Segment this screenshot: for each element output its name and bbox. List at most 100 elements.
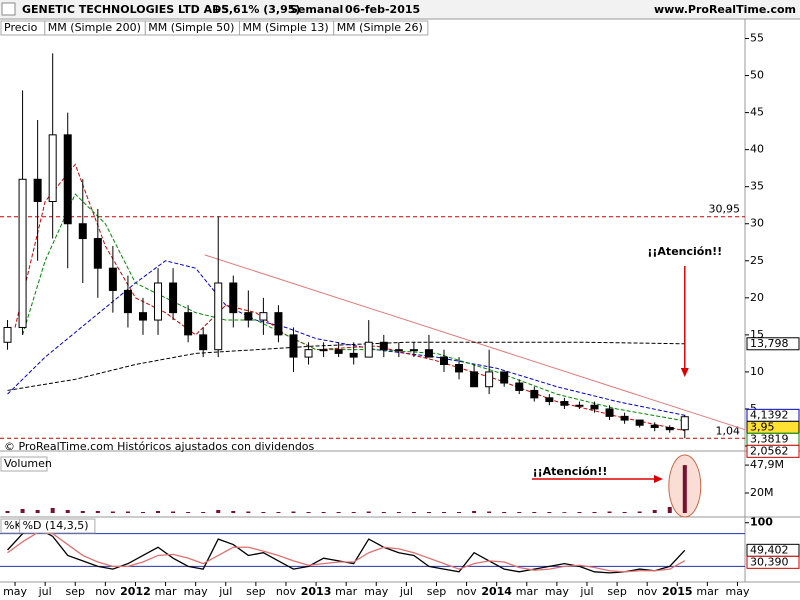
panel-label: Volumen [4, 457, 52, 470]
volume-bar [592, 512, 597, 513]
moving-average [14, 163, 685, 432]
moving-average [22, 193, 685, 422]
value-label: 49,402 [750, 543, 789, 556]
x-tick-label: jul [38, 585, 52, 598]
candle-body [154, 282, 163, 321]
legend-label: MM (Simple 13) [243, 21, 329, 34]
legend-box [333, 20, 429, 36]
x-tick-label: 2014 [481, 585, 512, 598]
candle-body [274, 312, 283, 336]
candle-body [665, 426, 674, 431]
y-tick-label: 35 [750, 180, 764, 193]
volume-bar [336, 512, 341, 513]
instrument-title: GENETIC TECHNOLOGIES LTD ADS [22, 3, 229, 16]
candle-body [394, 349, 403, 352]
y-tick-label: 55 [750, 32, 764, 45]
x-tick-label: mar [516, 585, 538, 598]
value-label: 3,3819 [750, 432, 789, 445]
volume-bar [140, 512, 145, 513]
value-label: 30,390 [750, 555, 789, 568]
candle-body [485, 371, 494, 388]
x-tick-label: nov [276, 585, 297, 598]
candle-body [3, 326, 12, 343]
x-tick-label: 2012 [120, 585, 151, 598]
candle-body [575, 404, 584, 407]
volume-bar [110, 511, 115, 513]
volume-bar [201, 512, 206, 513]
oscillator-line [7, 531, 686, 573]
candle-body [319, 349, 328, 352]
level-label: 1,04 [716, 424, 741, 437]
volume-bar [562, 512, 567, 513]
legend-label: Precio [4, 21, 38, 34]
x-tick-label: nov [637, 585, 658, 598]
volume-bar [50, 508, 55, 513]
value-label: 4,1392 [750, 408, 789, 421]
candle-body [48, 134, 57, 203]
panel-label-box [0, 456, 48, 472]
candle-body [18, 178, 27, 328]
candle-body [78, 223, 87, 240]
value-label-box [746, 444, 800, 458]
candle-body [590, 404, 599, 410]
volume-bar [487, 511, 492, 513]
candle-body [439, 356, 448, 366]
legend-label: MM (Simple 50) [148, 21, 234, 34]
volume-bar [216, 510, 221, 513]
candle-body [560, 401, 569, 406]
annotation: ¡¡Atención!! [647, 245, 722, 258]
x-tick-label: nov [95, 585, 116, 598]
candle-body [334, 349, 343, 354]
annotation-arrowhead [654, 475, 663, 483]
volume-bar [381, 512, 386, 513]
volume-bar [366, 511, 371, 513]
x-tick-label: mar [696, 585, 718, 598]
volume-bar [321, 512, 326, 513]
candle-body [229, 282, 238, 314]
volume-bar [171, 511, 176, 513]
candle-body [500, 371, 509, 384]
volume-bar [291, 511, 296, 513]
candle-body [680, 416, 689, 431]
volume-bar [426, 512, 431, 513]
y-tick-label: 40 [750, 143, 764, 156]
candle-body [123, 289, 132, 314]
annotation-arrowhead [680, 368, 689, 377]
volume-bar [231, 511, 236, 513]
y-tick-label: 25 [750, 254, 764, 267]
volume-bar [607, 511, 612, 513]
candle-body [244, 312, 253, 321]
x-tick-label: may [3, 585, 27, 598]
volume-bar [622, 512, 627, 513]
volume-bar [35, 510, 40, 513]
volume-bar [125, 511, 130, 513]
x-tick-label: mar [335, 585, 357, 598]
volume-bar [532, 512, 537, 513]
volume-bar [5, 511, 10, 513]
legend-label: MM (Simple 200) [48, 21, 141, 34]
candle-body [424, 349, 433, 358]
legend-box [19, 518, 96, 534]
x-tick-label: mar [155, 585, 177, 598]
y-tick-label: 47,9M [750, 458, 784, 471]
y-tick-label: 5 [750, 402, 757, 415]
candle-body [169, 282, 178, 314]
candle-body [349, 352, 358, 358]
volume-bar [547, 512, 552, 513]
volume-bar [246, 511, 251, 513]
value-label-box [746, 555, 800, 569]
volume-bar [517, 512, 522, 513]
volume-bar [65, 510, 70, 513]
candle-body [63, 134, 72, 225]
volume-bar [472, 511, 477, 513]
candle-body [33, 178, 42, 203]
volume-bar [156, 511, 161, 513]
candle-body [515, 382, 524, 391]
candle-body [635, 419, 644, 426]
candle-body [108, 267, 117, 291]
y-tick-label: 100 [750, 516, 773, 529]
candle-body [545, 397, 554, 403]
header-icon [1, 2, 16, 16]
legend-label: %K [4, 519, 22, 532]
